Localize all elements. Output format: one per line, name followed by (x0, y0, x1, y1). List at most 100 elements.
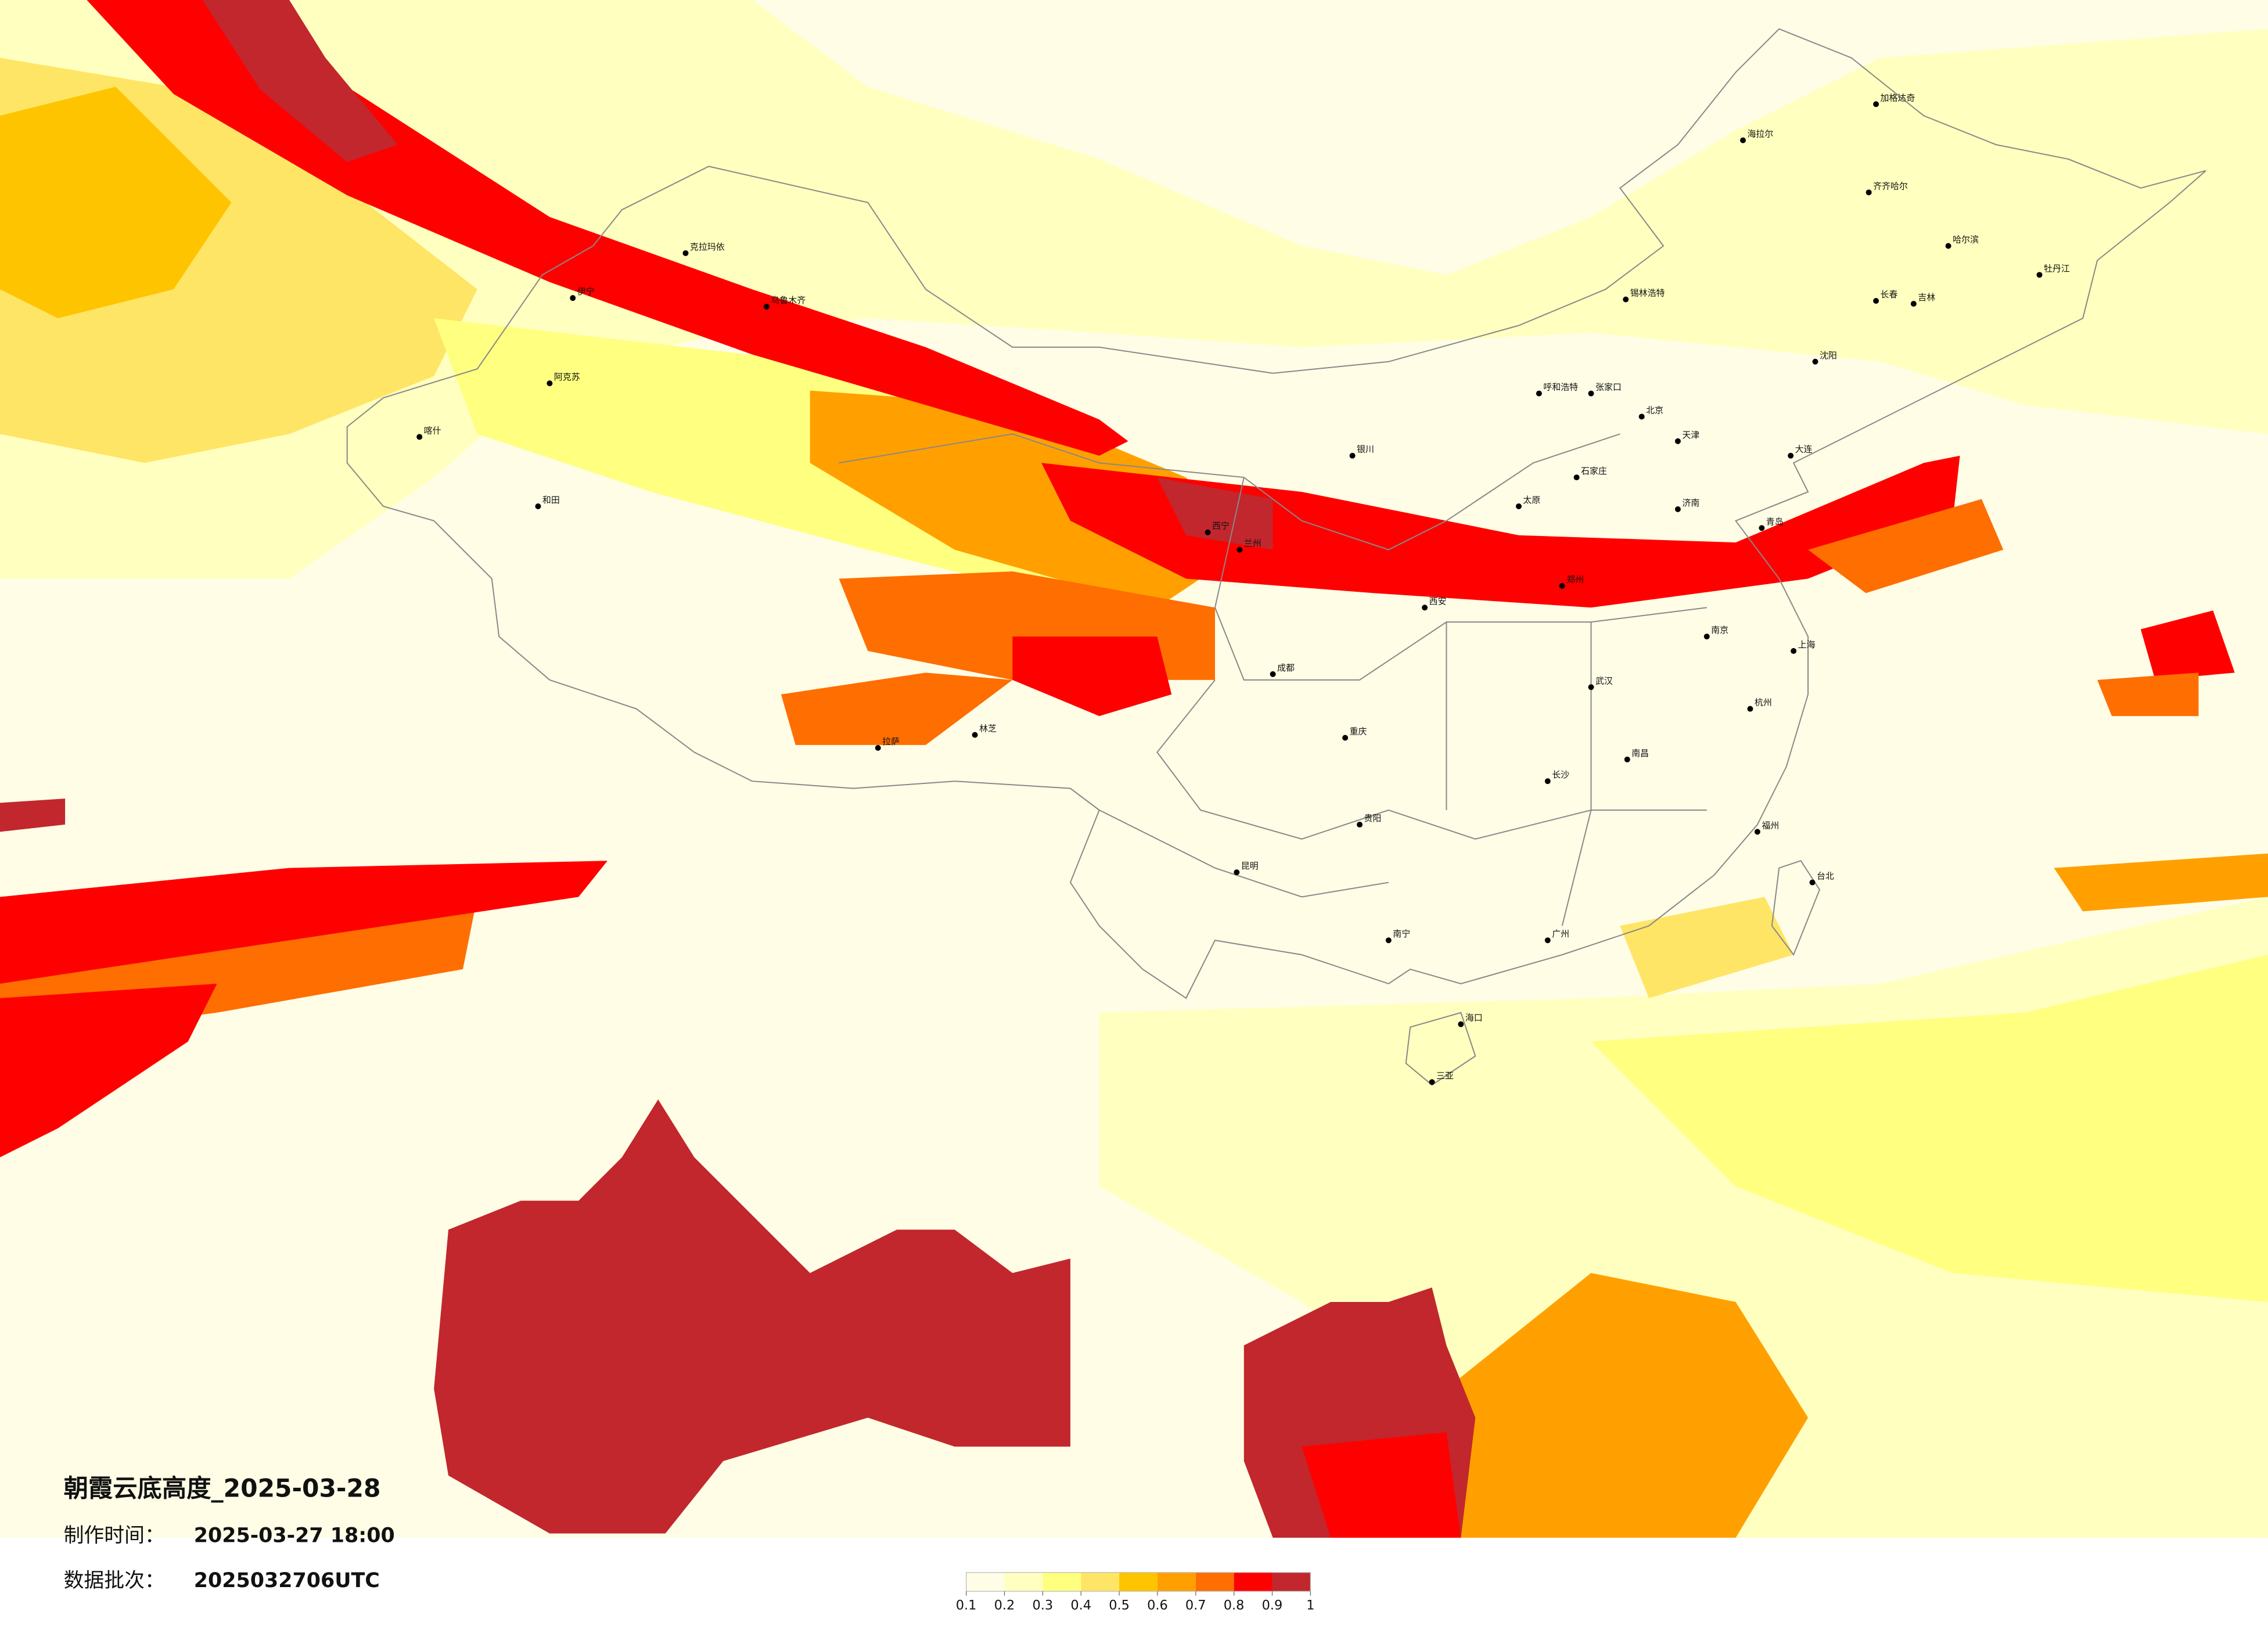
city-label: 杭州 (1755, 697, 1772, 708)
colorbar-tick-label: 0.4 (1070, 1598, 1091, 1613)
city-label: 南京 (1711, 625, 1728, 635)
city-label: 张家口 (1595, 382, 1622, 393)
gold-zone (1620, 897, 1794, 998)
taiwan-outline (1771, 860, 1821, 956)
city-label: 南昌 (1631, 748, 1649, 758)
red-band (1041, 455, 1960, 608)
city-label: 上海 (1798, 639, 1816, 650)
city-dot (1910, 301, 1917, 307)
city-dot (1873, 101, 1879, 107)
colorbar-bin (1234, 1572, 1273, 1592)
city-dot (1342, 735, 1349, 741)
city-dot (1536, 390, 1542, 397)
legend: 0.1 0.2 0.3 0.4 0.5 0.6 0.7 0.8 0.9 1 (956, 1572, 1314, 1613)
city-dot (1559, 582, 1565, 589)
city-dot (972, 732, 978, 738)
city-label: 太原 (1523, 495, 1540, 505)
colorbar-bin (966, 1572, 1005, 1592)
city-dot (1429, 1079, 1435, 1085)
city-dot (1809, 879, 1816, 886)
city-label: 沈阳 (1820, 350, 1837, 361)
city-dot (1458, 1021, 1464, 1027)
red-zone (2140, 610, 2235, 680)
pale-zone (0, 0, 2268, 579)
colorbar-tick-label: 0.6 (1147, 1598, 1168, 1613)
colorbar-tick-label: 0.8 (1224, 1598, 1245, 1613)
city-label: 福州 (1762, 820, 1779, 830)
city-label: 南宁 (1393, 929, 1410, 939)
city-dot (1270, 671, 1276, 677)
city-label: 海拉尔 (1747, 129, 1773, 139)
city-label: 林芝 (979, 724, 997, 734)
hainan-outline (1405, 1012, 1476, 1086)
darkred-zone (434, 1099, 1070, 1534)
city-dot (1703, 634, 1710, 640)
red-band (0, 861, 608, 984)
city-label: 郑州 (1566, 574, 1584, 585)
city-dot (1588, 390, 1594, 397)
city-label: 大连 (1795, 444, 1813, 455)
city-dot (1357, 821, 1363, 828)
city-label: 伊宁 (577, 286, 595, 297)
city-dot (547, 380, 553, 387)
field (0, 0, 2268, 1538)
city-label: 锡林浩特 (1630, 288, 1665, 298)
colorbar-frame (965, 1572, 1311, 1592)
city-dot (1544, 778, 1551, 785)
batch-label: 数据批次： (64, 1569, 165, 1592)
colorbar-tick-label: 0.2 (994, 1598, 1015, 1613)
darkred-zone (0, 798, 66, 832)
country-outline (346, 28, 2206, 999)
city-label: 天津 (1682, 430, 1699, 440)
colorbar-tick-label: 1 (1306, 1598, 1314, 1613)
city-label: 石家庄 (1581, 466, 1607, 476)
city-label: 拉萨 (882, 736, 900, 747)
city-dot (570, 295, 576, 301)
city-dot (1422, 605, 1428, 611)
city-dot (1788, 452, 1794, 459)
city-label: 济南 (1682, 498, 1699, 508)
city-label: 长春 (1881, 289, 1898, 300)
city-label: 阿克苏 (554, 372, 580, 382)
colorbar-bin (1004, 1572, 1043, 1592)
orange-zone (1808, 499, 2004, 593)
city-dot (1349, 452, 1356, 459)
city-label: 和田 (542, 495, 560, 505)
title: 朝霞云底高度_2025-03-28 (64, 1474, 381, 1502)
colorbar-bin (1081, 1572, 1120, 1592)
city-dot (875, 744, 881, 751)
colorbar-tick-label: 0.7 (1185, 1598, 1206, 1613)
city-label: 西安 (1429, 596, 1447, 606)
made-time-label: 制作时间： (64, 1524, 165, 1548)
city-dot (535, 503, 541, 509)
city-dot (1873, 298, 1879, 304)
city-dot (1754, 829, 1760, 835)
city-label: 北京 (1646, 405, 1663, 415)
city-label: 成都 (1277, 663, 1295, 673)
city-label: 广州 (1552, 929, 1569, 939)
colorbar-bin (1043, 1572, 1081, 1592)
city-dot (2036, 272, 2043, 278)
boundaries (346, 28, 2206, 1086)
city-dot (1624, 756, 1630, 762)
city-dot (1674, 506, 1681, 512)
city-dot (1205, 529, 1211, 535)
city-label: 兰州 (1244, 538, 1261, 549)
darkred-band (202, 0, 398, 163)
orange-zone (1446, 1273, 1809, 1538)
city-dot (1237, 546, 1243, 553)
city-dot (1573, 474, 1580, 481)
city-dot (1674, 438, 1681, 444)
city-label: 三亚 (1436, 1070, 1454, 1081)
orange-zone (2054, 853, 2268, 912)
city-dot (1812, 358, 1818, 365)
city-label: 牡丹江 (2044, 263, 2070, 274)
red-zone (1012, 636, 1172, 717)
city-label: 齐齐哈尔 (1873, 181, 1908, 191)
city-dot (1747, 706, 1753, 712)
city-dot (1385, 937, 1392, 944)
city-dot (1945, 243, 1951, 249)
